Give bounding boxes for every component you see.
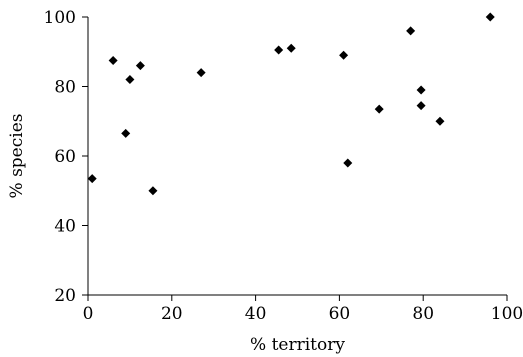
data-point [374, 104, 384, 114]
data-point [274, 45, 284, 55]
y-axis-ticks: 20 40 60 80 100 [44, 8, 88, 306]
data-point [485, 12, 495, 22]
y-tick-label: 40 [54, 217, 76, 237]
y-tick-label: 20 [54, 286, 76, 306]
data-point [196, 68, 206, 78]
x-tick-label: 20 [161, 304, 183, 324]
data-point [125, 75, 135, 85]
y-tick-label: 80 [54, 78, 76, 98]
data-point [286, 43, 296, 53]
data-point [135, 61, 145, 71]
x-tick-label: 80 [412, 304, 434, 324]
axes [87, 17, 507, 296]
y-tick-label: 100 [44, 8, 76, 28]
y-axis-title: % species [7, 114, 27, 199]
x-axis-ticks: 0 20 40 60 80 100 [83, 295, 523, 324]
data-point [87, 174, 97, 184]
x-tick-label: 40 [245, 304, 267, 324]
data-point [339, 50, 349, 60]
data-point [108, 55, 118, 65]
x-tick-label: 100 [491, 304, 523, 324]
data-points [87, 12, 495, 196]
y-tick-label: 60 [54, 147, 76, 167]
data-point [416, 101, 426, 111]
x-tick-label: 0 [83, 304, 94, 324]
data-point [406, 26, 416, 36]
data-point [148, 186, 158, 196]
data-point [435, 116, 445, 126]
x-tick-label: 60 [329, 304, 351, 324]
x-axis-title: % territory [250, 335, 345, 355]
data-point [121, 128, 131, 138]
data-point [343, 158, 353, 168]
data-point [416, 85, 426, 95]
